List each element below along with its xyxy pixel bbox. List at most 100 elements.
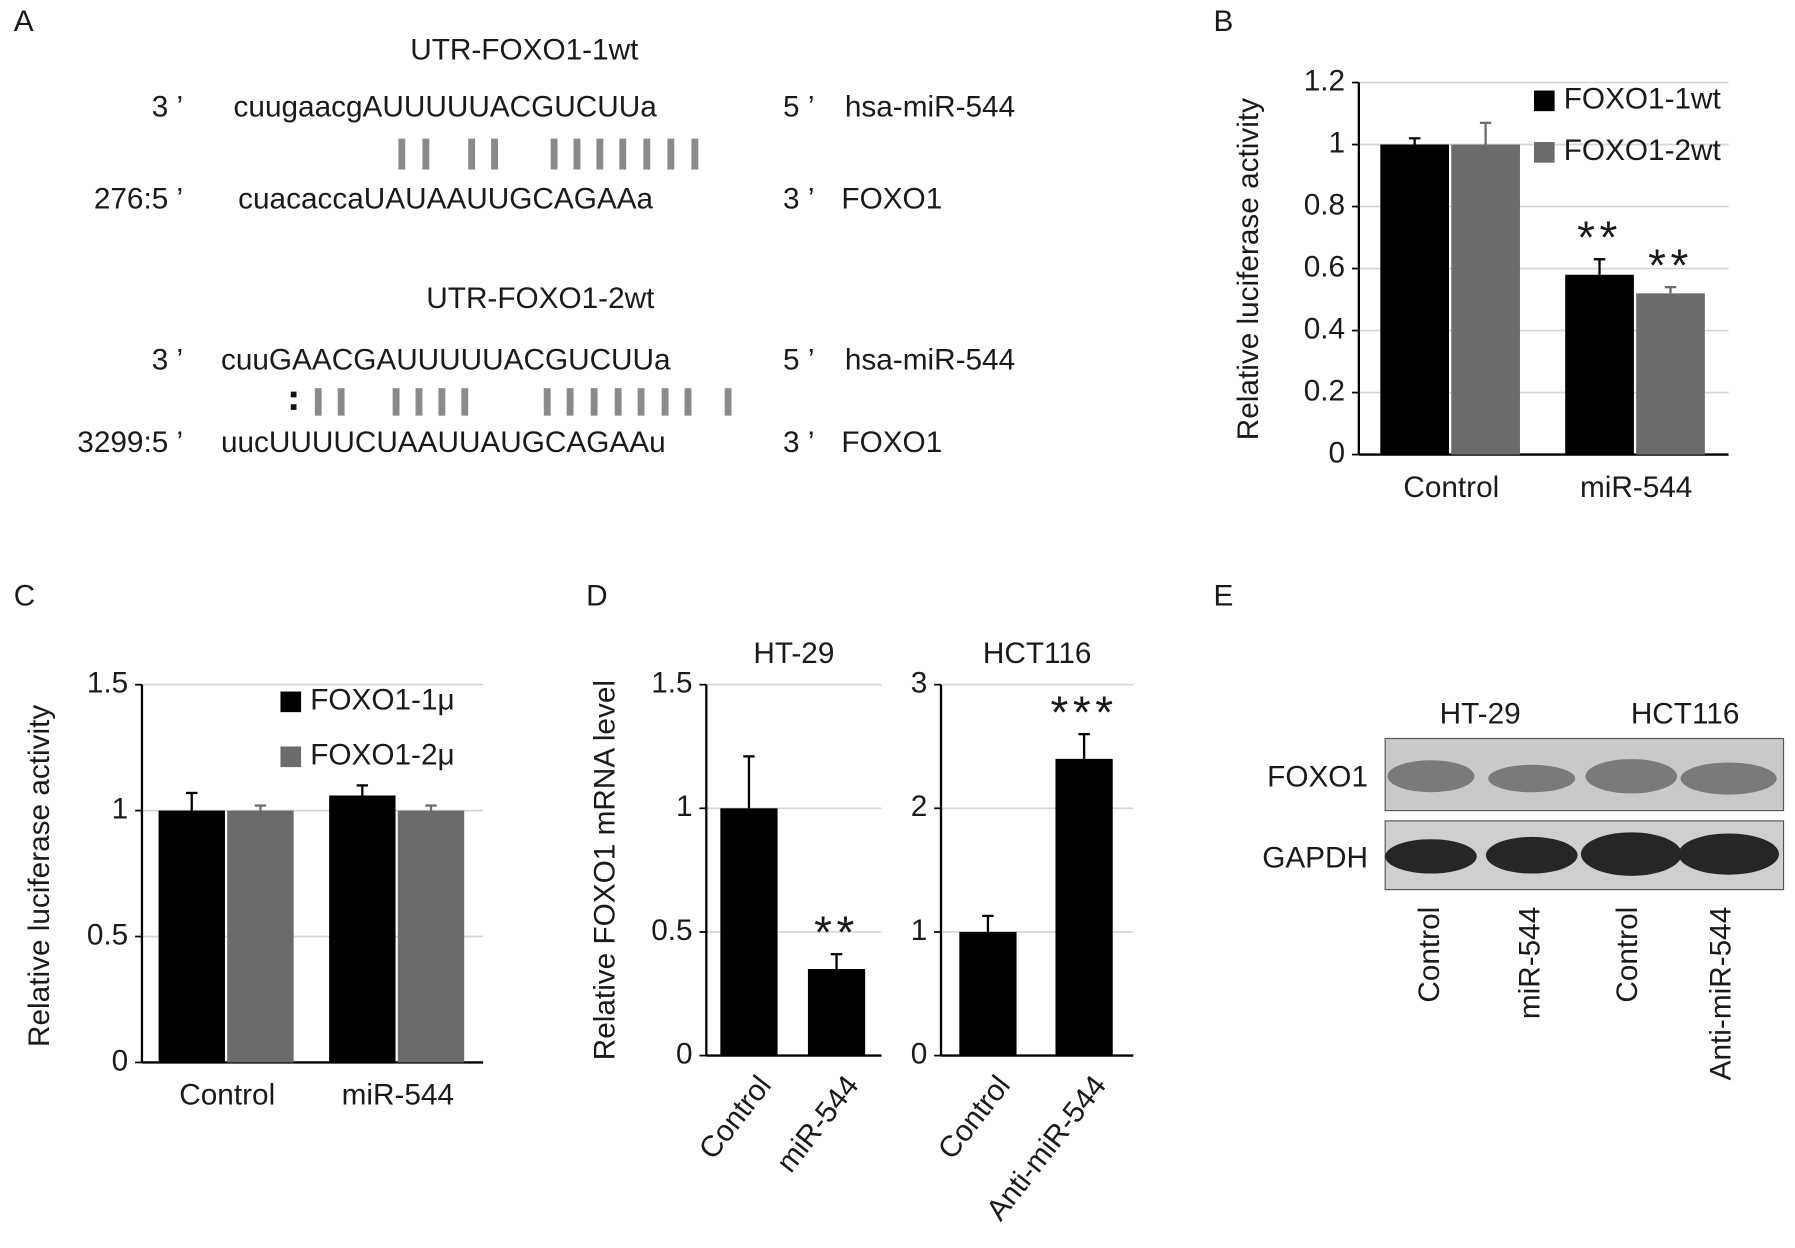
legend-swatch <box>280 691 302 713</box>
lane-label: Control <box>1611 907 1644 1003</box>
error-bar <box>1078 732 1090 759</box>
significance: ** <box>1648 240 1693 291</box>
pairing-marks <box>398 138 699 170</box>
alignment-title: UTR-FOXO1-2wt <box>426 282 655 315</box>
row-label: FOXO1 <box>1267 760 1368 793</box>
chart-title: HCT116 <box>983 637 1092 670</box>
significance: ** <box>1577 212 1622 263</box>
legend-label: FOXO1-2wt <box>1564 134 1722 167</box>
error-bar <box>1593 258 1606 275</box>
panel-label: B <box>1213 5 1233 38</box>
bar <box>329 795 396 1063</box>
bar <box>158 810 225 1063</box>
alignment-panel: UTR-FOXO1-1wt 3 ’ cuugaacgAUUUUUACGUCUUa… <box>77 33 1015 459</box>
end-label: 3299:5 ’ <box>77 426 183 459</box>
y-tick-label: 1 <box>1329 126 1346 159</box>
bands <box>1385 832 1779 876</box>
legend-swatch <box>1533 90 1555 112</box>
error-bar <box>1408 137 1421 145</box>
y-tick-label: 1.5 <box>87 667 128 700</box>
end-label: 3 ’ <box>152 344 183 377</box>
gene-name: FOXO1 <box>841 182 942 215</box>
end-label: 3 ’ <box>152 91 183 124</box>
error-bar <box>830 953 843 970</box>
y-axis-label: Relative luciferase activity <box>1232 98 1265 440</box>
sequence: cuuGAACGAUUUUUACGUCUUa <box>221 344 671 377</box>
end-label: 5 ’ <box>783 344 814 377</box>
cell-line-label: HCT116 <box>1631 697 1740 730</box>
bar <box>720 808 778 1056</box>
bar <box>959 931 1017 1056</box>
bar <box>807 969 866 1056</box>
western-blot: HT-29 HCT116 FOXO1 GAPDH Control miR-544… <box>1262 697 1785 1081</box>
error-bar <box>982 914 994 932</box>
x-tick-label: Control <box>179 1079 275 1112</box>
lane-label: Control <box>1413 907 1446 1003</box>
panel-label: A <box>14 5 34 38</box>
error-bar <box>356 784 369 796</box>
y-tick-label: 0.5 <box>651 914 692 947</box>
significance: *** <box>1051 687 1118 738</box>
y-tick-label: 0 <box>1329 436 1346 469</box>
legend-label: FOXO1-1wt <box>1564 83 1722 116</box>
error-bar <box>425 804 437 811</box>
legend-label: FOXO1-2μ <box>310 739 454 772</box>
bar <box>1636 293 1705 455</box>
error-bar <box>1664 286 1677 294</box>
lane-label: Anti-miR-544 <box>1705 907 1738 1081</box>
legend-swatch <box>280 746 302 768</box>
end-label: 5 ’ <box>783 91 814 124</box>
y-tick-label: 1.5 <box>651 667 692 700</box>
y-tick-label: 1.2 <box>1304 64 1345 97</box>
mirna-name: hsa-miR-544 <box>845 344 1015 377</box>
bar <box>1380 144 1449 455</box>
mirna-name: hsa-miR-544 <box>845 91 1015 124</box>
x-tick-label: miR-544 <box>1580 471 1692 504</box>
legend-swatch <box>1533 142 1555 163</box>
x-tick-label: Control <box>932 1070 1017 1166</box>
gene-name: FOXO1 <box>841 426 942 459</box>
row-label: GAPDH <box>1262 842 1368 875</box>
pairing-marks <box>290 388 732 416</box>
y-tick-label: 0.2 <box>1304 374 1345 407</box>
sequence: uucUUUUCUAAUUAUGCAGAAu <box>221 426 666 459</box>
panel-label: D <box>586 580 608 613</box>
cell-line-label: HT-29 <box>1440 697 1521 730</box>
y-tick-label: 0.5 <box>87 918 128 951</box>
y-tick-label: 0 <box>911 1037 928 1070</box>
alignment-title: UTR-FOXO1-1wt <box>410 33 639 66</box>
x-tick-label: Control <box>1403 471 1499 504</box>
end-label: 276:5 ’ <box>94 182 183 215</box>
error-bar <box>1479 121 1492 145</box>
y-tick-label: 0 <box>112 1044 129 1077</box>
bar <box>1451 144 1520 455</box>
bar <box>227 810 294 1063</box>
x-tick-label: miR-544 <box>342 1079 454 1112</box>
legend-label: FOXO1-1μ <box>310 684 454 717</box>
bands <box>1387 759 1777 795</box>
y-tick-label: 0.6 <box>1304 250 1345 283</box>
y-axis-label: Relative FOXO1 mRNA level <box>589 680 622 1060</box>
bar <box>397 810 465 1063</box>
y-tick-label: 0.4 <box>1304 312 1345 345</box>
error-bar <box>254 804 267 811</box>
y-tick-label: 1 <box>112 792 129 825</box>
y-tick-label: 1 <box>911 914 928 947</box>
y-tick-label: 2 <box>911 790 928 823</box>
chart-title: HT-29 <box>753 637 834 670</box>
significance: ** <box>814 907 859 958</box>
lane-label: miR-544 <box>1514 907 1547 1019</box>
sequence: cuugaacgAUUUUUACGUCUUa <box>234 91 658 124</box>
y-tick-label: 0.8 <box>1304 188 1345 221</box>
x-tick-label: miR-544 <box>770 1070 865 1179</box>
panel-label: E <box>1213 580 1233 613</box>
error-bar <box>743 755 755 809</box>
end-label: 3 ’ <box>783 426 814 459</box>
bar <box>1565 274 1634 455</box>
y-tick-label: 1 <box>676 790 693 823</box>
bar <box>1055 758 1113 1056</box>
y-tick-label: 0 <box>676 1037 693 1070</box>
panel-label: C <box>14 580 36 613</box>
sequence: cuacaccaUAUAAUUGCAGAAa <box>238 182 653 215</box>
